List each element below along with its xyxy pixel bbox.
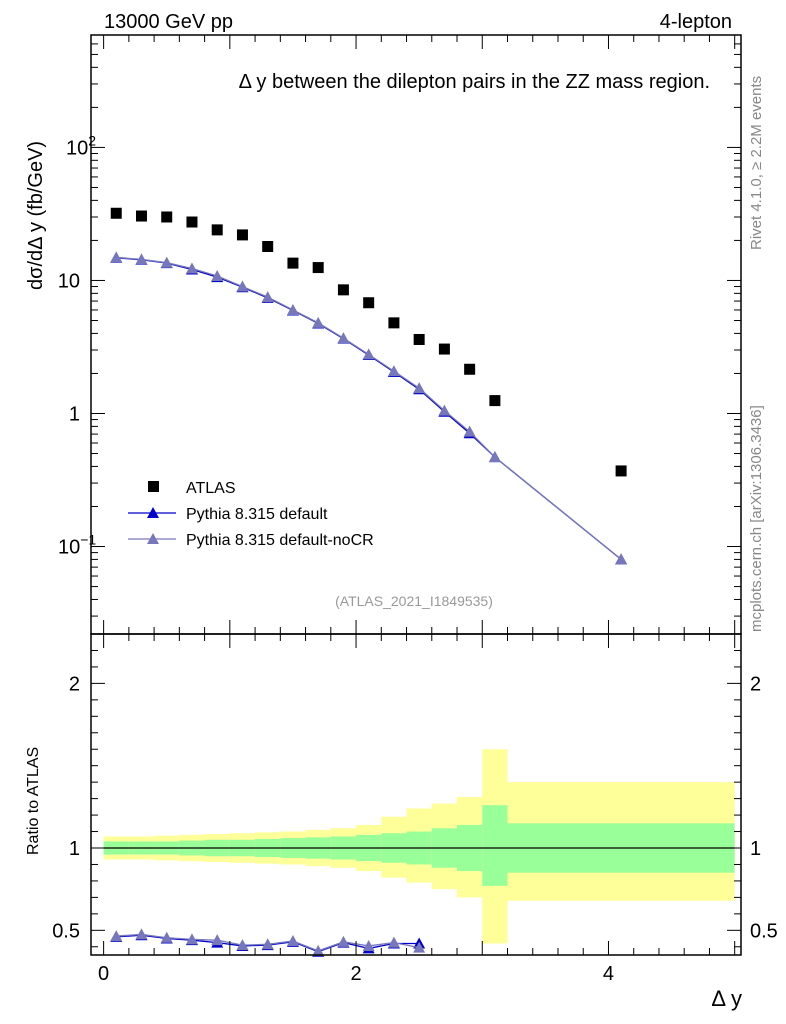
energy-label: 13000 GeV pp (104, 11, 233, 33)
atlas-point (186, 216, 198, 228)
atlas-point (363, 297, 375, 309)
x-tick-label: 4 (603, 963, 614, 985)
legend-marker-atlas (148, 481, 159, 492)
atlas-point (464, 363, 476, 375)
watermark-label: (ATLAS_2021_I1849535) (335, 593, 493, 609)
main-y-tick-label: 1 (69, 403, 80, 425)
mcplots-label: mcplots.cern.ch [arXiv:1306.3436] (748, 405, 765, 632)
ratio-pythia-nocr-point (185, 933, 198, 945)
rivet-label: Rivet 4.1.0, ≥ 2.2M events (748, 76, 765, 250)
legend-marker-nocr (147, 533, 159, 544)
pythia-nocr-point (463, 425, 476, 437)
stat-uncertainty-band (482, 805, 508, 886)
ratio-plot-frame (90, 633, 742, 956)
ratio-plot-panel: 0.5 0.5 1 1 2 2 0 2 4 Ratio to ATLAS Δ y (25, 633, 778, 1011)
pythia-nocr-point (362, 348, 375, 360)
legend-label-default: Pythia 8.315 default (186, 506, 328, 523)
ratio-y-tick-label: 0.5 (52, 920, 80, 942)
atlas-point (413, 333, 425, 345)
ratio-y-tick-label-right: 2 (750, 673, 761, 695)
main-plot-panel: 10−1 1 10 102 Δ y between the dilepton pair… (25, 34, 742, 635)
pythia-nocr-point (387, 365, 400, 377)
main-y-tick-label: 10−1 (58, 532, 96, 559)
ratio-pythia-nocr-point (286, 935, 299, 947)
pythia-nocr-point (413, 382, 426, 394)
atlas-point (211, 224, 223, 236)
ratio-pythia-nocr-point (160, 931, 173, 943)
atlas-point (161, 211, 173, 223)
pythia-nocr-point (312, 316, 325, 328)
x-axis-label: Δ y (711, 986, 742, 1011)
legend: ATLAS Pythia 8.315 default Pythia 8.315 … (128, 480, 374, 549)
ratio-pythia-nocr-point (337, 935, 350, 947)
pythia-nocr-point (261, 291, 274, 303)
ratio-pythia-nocr-point (261, 938, 274, 950)
atlas-point (110, 207, 122, 219)
atlas-point (489, 395, 501, 407)
channel-label: 4-lepton (660, 11, 732, 33)
pythia-nocr-point (236, 280, 249, 292)
ratio-pythia-nocr-point (387, 936, 400, 948)
atlas-point (287, 257, 299, 269)
pythia-nocr-point (438, 404, 451, 416)
pythia-nocr-point (211, 270, 224, 282)
legend-marker-default (147, 507, 159, 518)
atlas-point (438, 343, 450, 355)
ratio-pythia-nocr-point (236, 939, 249, 951)
main-y-axis-label: dσ/dΔ y (fb/GeV) (25, 141, 47, 290)
pythia-nocr-point (160, 256, 173, 268)
ratio-pythia-nocr-point (413, 941, 426, 953)
ratio-y-tick-label: 2 (69, 673, 80, 695)
atlas-point (135, 210, 147, 222)
ratio-pythia-nocr-point (211, 934, 224, 946)
atlas-point (388, 317, 400, 329)
pythia-nocr-point (615, 553, 628, 565)
ratio-pythia-nocr-point (135, 928, 148, 940)
pythia-nocr-point (286, 303, 299, 315)
main-y-tick-label: 10 (58, 270, 80, 292)
pythia-nocr-point (135, 253, 148, 265)
ratio-y-tick-label-right: 1 (750, 838, 761, 860)
ratio-y-tick-label: 1 (69, 838, 80, 860)
legend-label-nocr: Pythia 8.315 default-noCR (186, 532, 374, 549)
ratio-pythia-nocr-point (362, 939, 375, 951)
main-plot-title: Δ y between the dilepton pairs in the ZZ… (239, 71, 710, 93)
ratio-pythia-nocr-point (312, 944, 325, 956)
pythia-nocr-point (337, 332, 350, 344)
atlas-point (236, 229, 248, 241)
ratio-y-axis-label: Ratio to ATLAS (25, 747, 42, 855)
legend-label-atlas: ATLAS (186, 480, 236, 497)
x-tick-label: 0 (98, 963, 109, 985)
main-y-tick-label: 102 (66, 132, 96, 159)
atlas-point (312, 262, 324, 274)
atlas-point (615, 465, 627, 477)
pythia-nocr-point (185, 262, 198, 274)
pythia-nocr-point (488, 451, 501, 463)
atlas-point (337, 284, 349, 296)
ratio-pythia-nocr-point (110, 930, 123, 942)
x-tick-label: 2 (350, 963, 361, 985)
atlas-point (262, 240, 274, 252)
ratio-y-tick-label-right: 0.5 (750, 920, 778, 942)
pythia-nocr-point (110, 251, 123, 263)
